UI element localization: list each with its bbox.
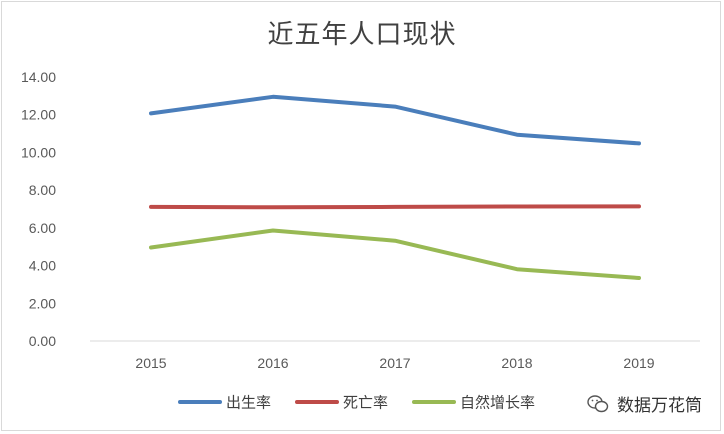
y-tick-label: 0.00 (29, 333, 56, 349)
legend-label-3: 自然增长率 (460, 394, 535, 412)
y-tick-label: 10.00 (21, 144, 56, 160)
watermark: 数据万花筒 (587, 391, 702, 416)
watermark-text: 数据万花筒 (617, 396, 702, 416)
wechat-icon (587, 394, 609, 412)
legend-label-1: 出生率 (226, 394, 271, 412)
x-tick-label: 2019 (623, 355, 654, 371)
y-tick-label: 2.00 (29, 295, 56, 311)
x-tick-label: 2017 (379, 355, 410, 371)
chart-title: 近五年人口现状 (267, 20, 457, 50)
x-tick-label: 2015 (135, 355, 166, 371)
y-tick-label: 8.00 (29, 182, 56, 198)
x-tick-label: 2018 (501, 355, 532, 371)
legend-label-2: 死亡率 (343, 394, 388, 412)
y-tick-label: 12.00 (21, 107, 56, 123)
x-tick-label: 2016 (257, 355, 288, 371)
series-line-1 (149, 94, 641, 146)
y-tick-label: 4.00 (29, 258, 56, 274)
y-tick-label: 14.00 (21, 69, 56, 85)
series-line-3 (149, 228, 641, 280)
y-tick-label: 6.00 (29, 220, 56, 236)
